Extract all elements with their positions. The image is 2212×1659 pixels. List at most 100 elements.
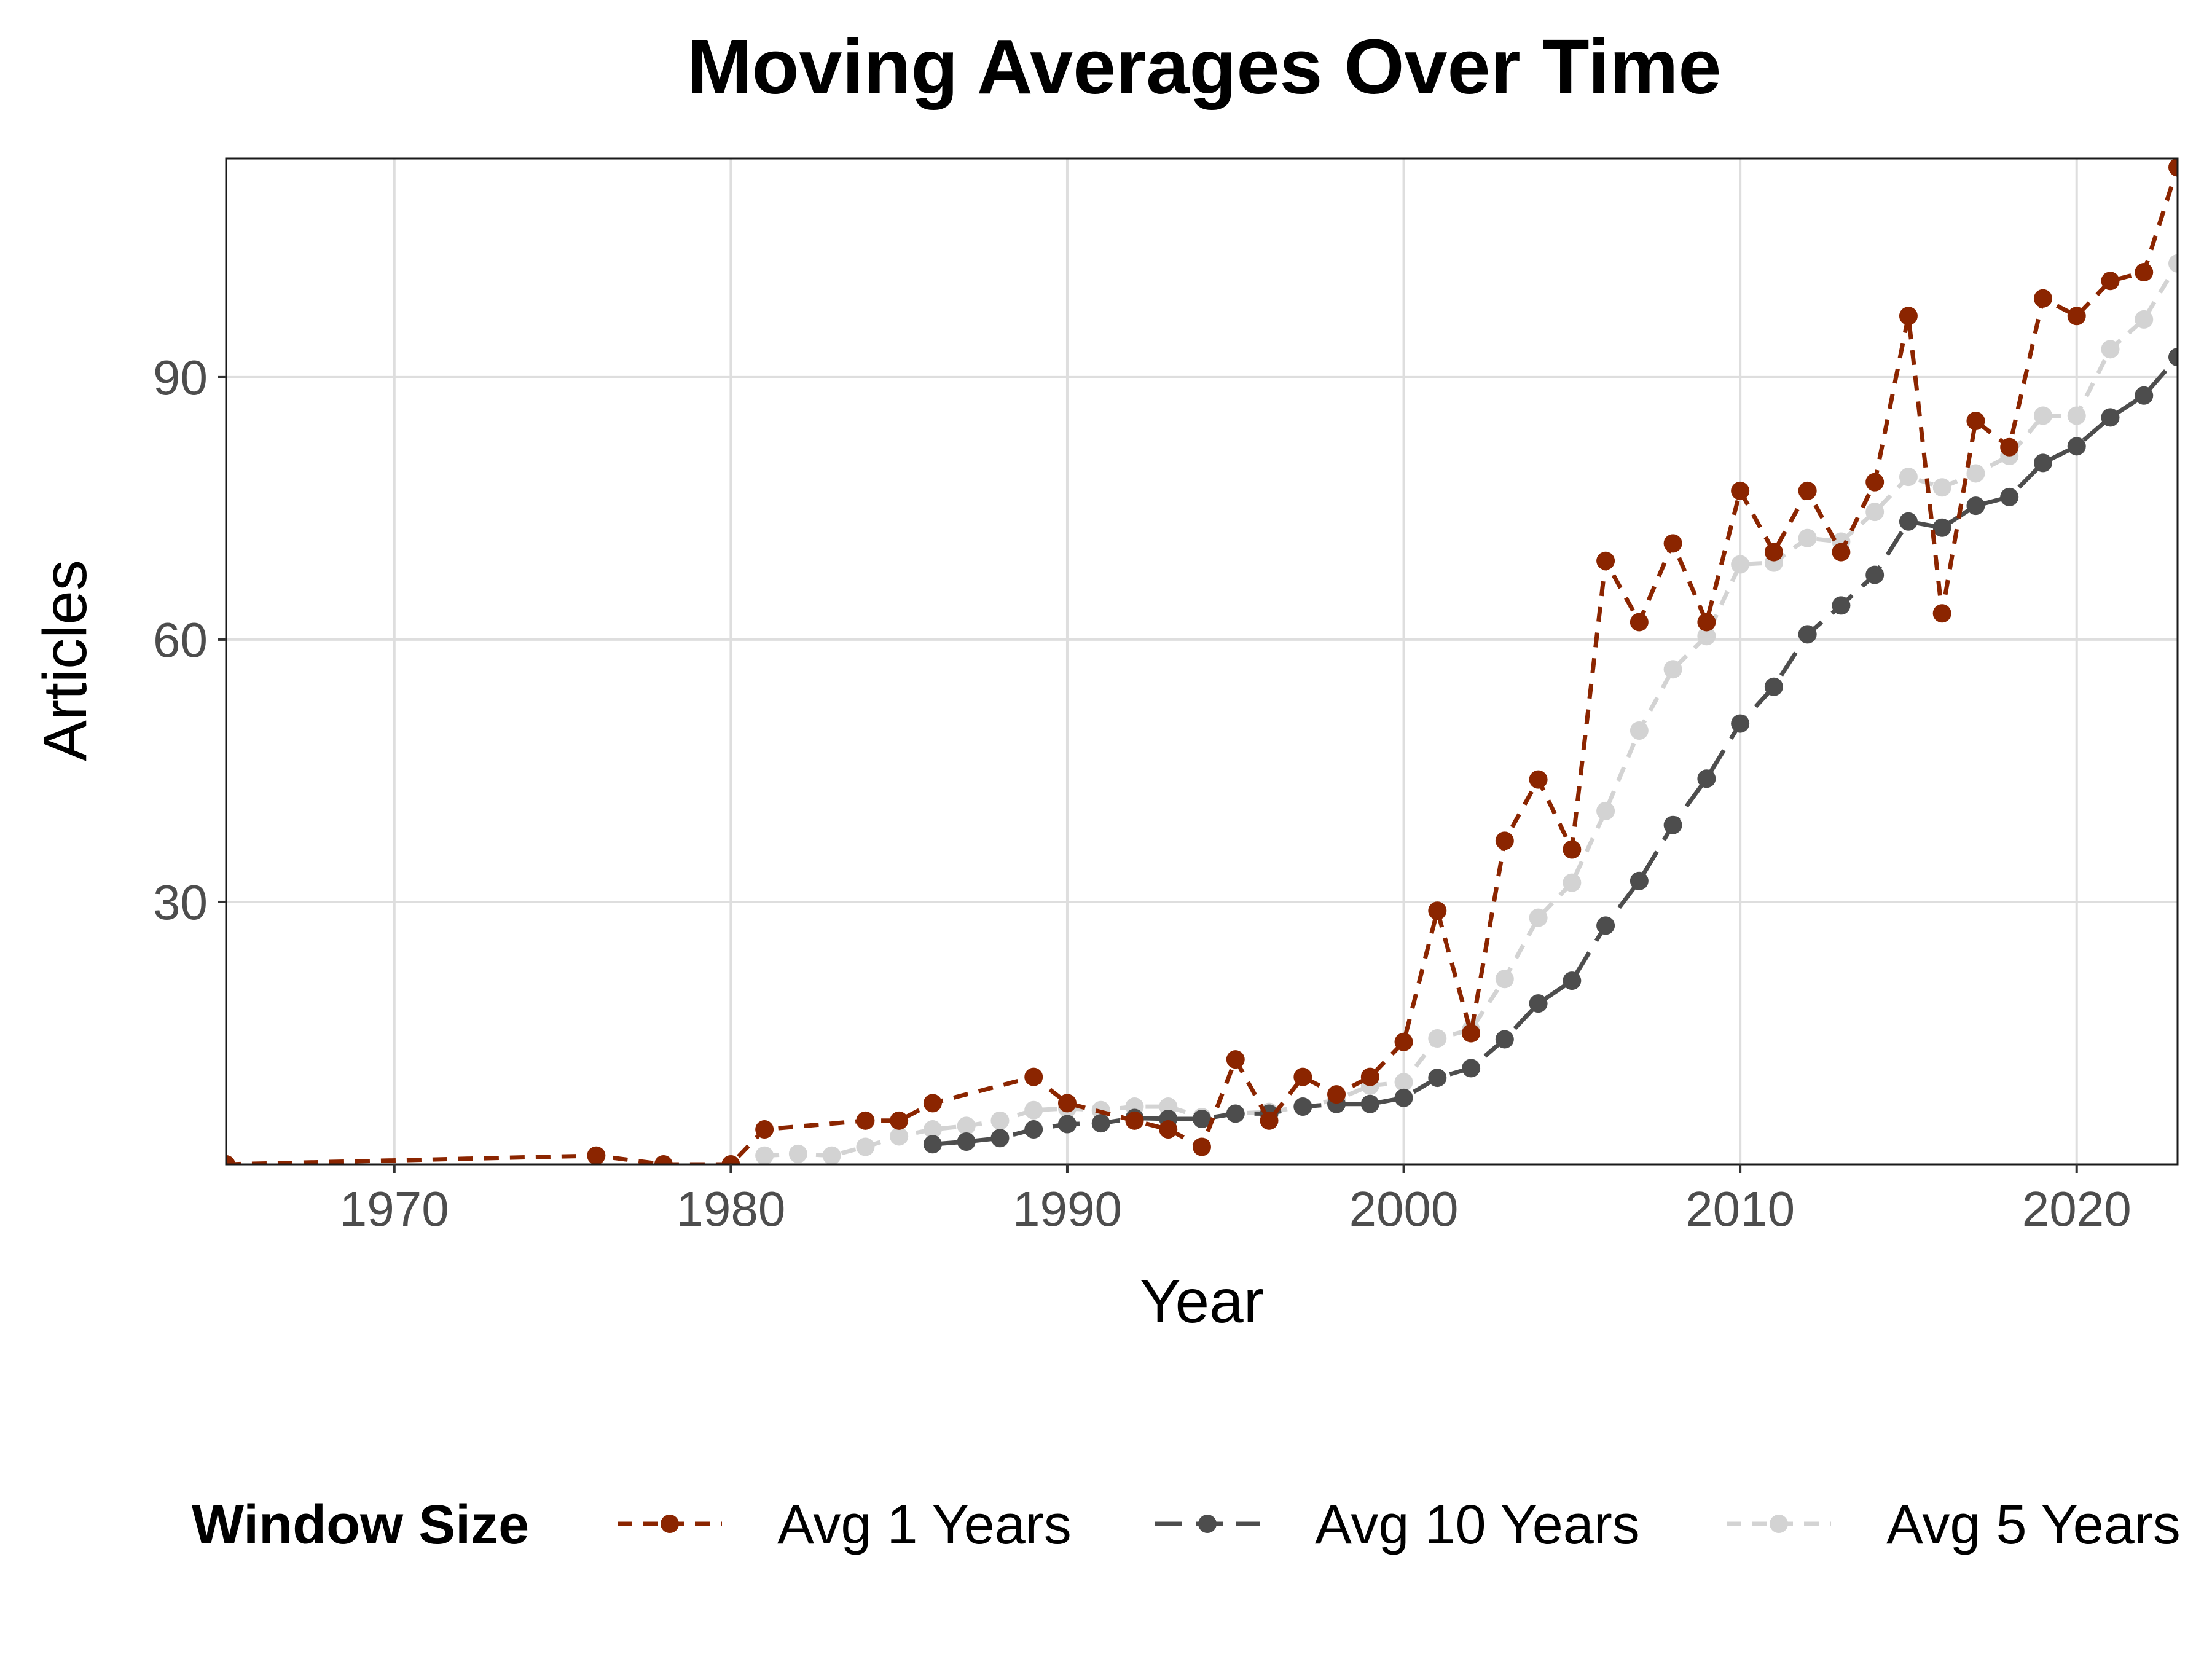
data-point-avg-10-years xyxy=(1226,1104,1245,1123)
data-point-avg-1-years xyxy=(1731,481,1750,500)
data-point-avg-5-years xyxy=(957,1116,976,1135)
series-line-avg-10-years xyxy=(932,355,2178,1147)
data-point-avg-5-years xyxy=(2101,340,2120,359)
legend-key-point xyxy=(1770,1515,1788,1533)
series-line-avg-1-years xyxy=(226,167,2178,1164)
x-tick-label: 1990 xyxy=(1013,1182,1122,1236)
data-point-avg-1-years xyxy=(1360,1067,1379,1086)
data-point-avg-5-years xyxy=(1630,721,1649,740)
data-point-avg-1-years xyxy=(1697,613,1716,632)
data-point-avg-10-years xyxy=(1091,1114,1110,1133)
data-point-avg-1-years xyxy=(1764,543,1783,562)
gridlines xyxy=(226,159,2178,1164)
data-point-avg-10-years xyxy=(1563,971,1582,990)
data-point-avg-5-years xyxy=(755,1146,774,1164)
data-point-avg-5-years xyxy=(822,1146,841,1164)
series-avg-10-years xyxy=(923,348,2178,1154)
data-point-avg-1-years xyxy=(1495,831,1514,850)
legend-entry-avg-10-years: Avg 10 Years xyxy=(1155,1494,1640,1556)
data-point-avg-5-years xyxy=(1428,1029,1447,1048)
data-point-avg-1-years xyxy=(923,1094,942,1113)
data-point-avg-5-years xyxy=(1394,1073,1413,1092)
data-point-avg-1-years xyxy=(1327,1085,1346,1104)
data-point-avg-10-years xyxy=(1462,1059,1481,1078)
data-point-avg-1-years xyxy=(1293,1067,1312,1086)
data-point-avg-10-years xyxy=(1360,1094,1379,1113)
data-point-avg-5-years xyxy=(856,1137,875,1156)
data-point-avg-1-years xyxy=(226,1155,235,1164)
plot-panel-border xyxy=(225,157,2179,1166)
data-point-avg-1-years xyxy=(2101,272,2120,291)
x-tick-label: 2020 xyxy=(2022,1182,2132,1236)
data-point-avg-1-years xyxy=(1193,1137,1211,1156)
data-point-avg-10-years xyxy=(1293,1097,1312,1116)
data-point-avg-1-years xyxy=(755,1120,774,1139)
data-point-avg-5-years xyxy=(2168,254,2178,273)
data-point-avg-1-years xyxy=(2168,159,2178,177)
data-point-avg-5-years xyxy=(1663,660,1682,679)
data-point-avg-1-years xyxy=(1630,613,1649,632)
x-axis-title: Year xyxy=(1140,1267,1264,1336)
data-point-avg-1-years xyxy=(1394,1032,1413,1051)
legend-key-point xyxy=(1198,1515,1217,1533)
data-point-avg-5-years xyxy=(2033,406,2052,425)
y-tick-label: 60 xyxy=(153,613,208,667)
data-point-avg-1-years xyxy=(1024,1067,1043,1086)
data-point-avg-10-years xyxy=(1630,871,1649,890)
series-layer xyxy=(226,159,2178,1164)
data-point-avg-1-years xyxy=(1462,1024,1481,1043)
data-point-avg-10-years xyxy=(990,1129,1010,1148)
data-point-avg-1-years xyxy=(1596,551,1615,570)
data-point-avg-10-years xyxy=(2168,348,2178,367)
data-point-avg-1-years xyxy=(654,1155,673,1164)
x-tick-label: 1970 xyxy=(340,1182,449,1236)
data-point-avg-10-years xyxy=(2000,487,2019,506)
data-point-avg-1-years xyxy=(2135,263,2154,282)
data-point-avg-5-years xyxy=(990,1111,1010,1130)
legend-key-point xyxy=(661,1515,679,1533)
data-point-avg-10-years xyxy=(1428,1069,1447,1088)
data-point-avg-5-years xyxy=(788,1144,807,1163)
x-tick-label: 2000 xyxy=(1349,1182,1459,1236)
data-point-avg-1-years xyxy=(1428,901,1447,920)
data-point-avg-5-years xyxy=(890,1127,909,1146)
x-axis-ticks: 1970 1980 1990 2000 2010 2020 xyxy=(340,1164,2132,1236)
data-point-avg-10-years xyxy=(1394,1088,1413,1107)
data-point-avg-5-years xyxy=(1865,503,1885,522)
data-point-avg-1-years xyxy=(1260,1111,1279,1130)
data-point-avg-5-years xyxy=(1529,908,1548,927)
data-point-avg-10-years xyxy=(1865,565,1885,584)
y-tick-label: 30 xyxy=(153,875,208,930)
series-avg-1-years xyxy=(226,159,2178,1164)
data-point-avg-5-years xyxy=(1697,627,1716,646)
data-point-avg-1-years xyxy=(890,1111,909,1130)
data-point-avg-10-years xyxy=(1731,714,1750,733)
data-point-avg-1-years xyxy=(1226,1050,1245,1069)
data-point-avg-1-years xyxy=(2000,437,2019,457)
data-point-avg-1-years xyxy=(1832,543,1851,562)
data-point-avg-5-years xyxy=(2067,406,2086,425)
data-point-avg-1-years xyxy=(2033,289,2052,308)
data-point-avg-1-years xyxy=(1865,473,1885,492)
y-axis-ticks: 30 60 90 xyxy=(153,350,226,930)
legend-entry-avg-5-years: Avg 5 Years xyxy=(1727,1494,2181,1556)
data-point-avg-10-years xyxy=(1798,625,1817,644)
data-point-avg-10-years xyxy=(2135,386,2154,405)
data-point-avg-1-years xyxy=(1529,770,1548,789)
data-point-avg-5-years xyxy=(1932,478,1951,497)
data-point-avg-10-years xyxy=(1832,596,1851,615)
data-point-avg-1-years xyxy=(587,1146,606,1164)
data-point-avg-1-years xyxy=(1125,1111,1144,1130)
legend-label: Avg 1 Years xyxy=(777,1494,1072,1556)
data-point-avg-10-years xyxy=(2101,408,2120,427)
x-tick-label: 1980 xyxy=(676,1182,785,1236)
data-point-avg-5-years xyxy=(1899,468,1918,487)
data-point-avg-5-years xyxy=(1563,873,1582,892)
data-point-avg-10-years xyxy=(1697,769,1716,788)
data-point-avg-10-years xyxy=(1764,677,1783,696)
data-point-avg-5-years xyxy=(1798,528,1817,547)
data-point-avg-5-years xyxy=(2135,310,2154,329)
data-point-avg-1-years xyxy=(1057,1094,1077,1113)
data-point-avg-5-years xyxy=(1596,801,1615,820)
